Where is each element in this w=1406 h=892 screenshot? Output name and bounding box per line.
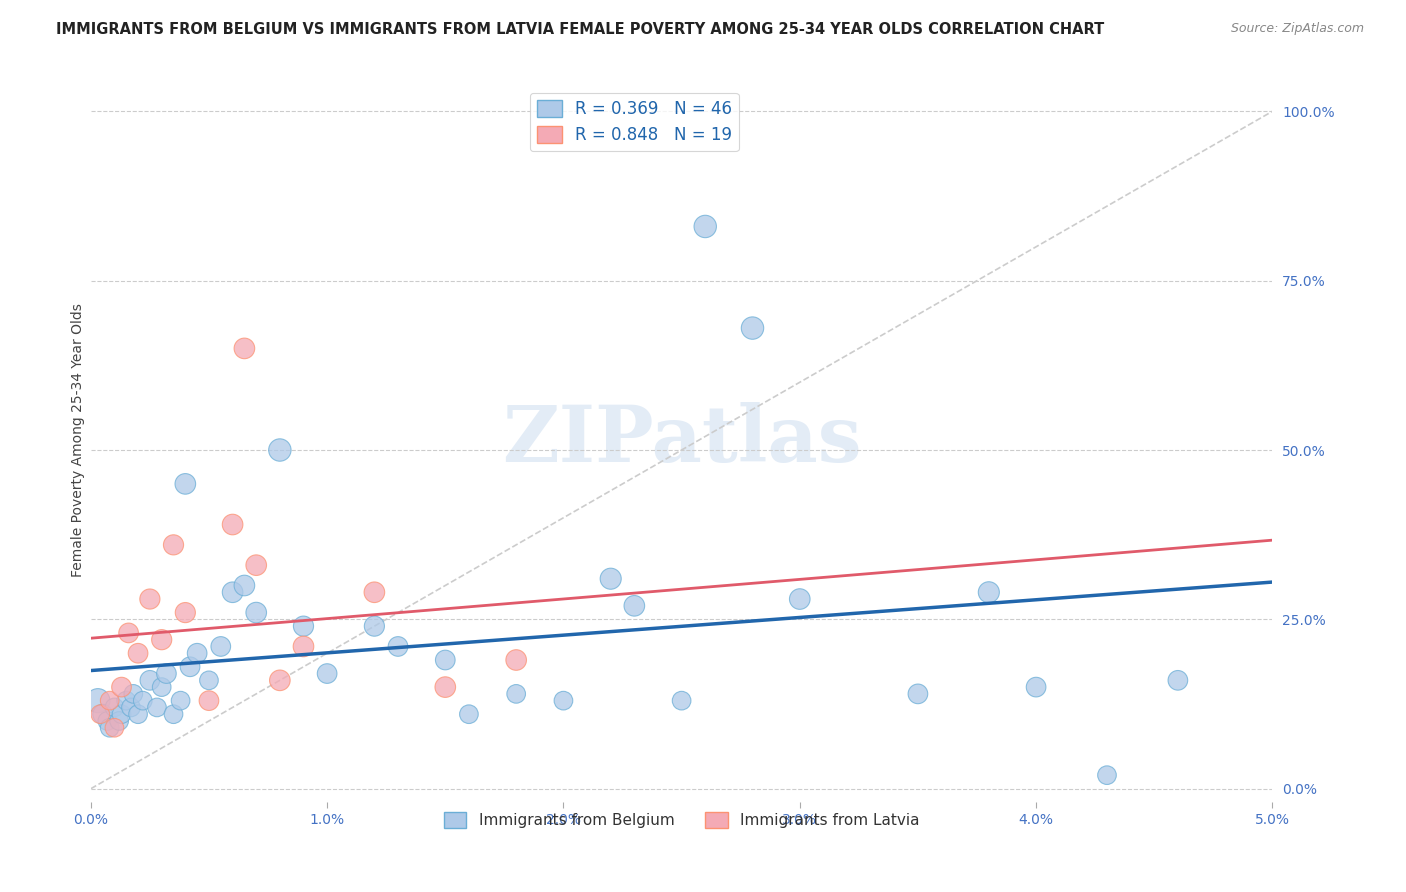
- Point: [695, 219, 717, 234]
- Point: [127, 646, 149, 660]
- Text: ZIPatlas: ZIPatlas: [502, 402, 862, 478]
- Point: [245, 606, 267, 620]
- Point: [103, 721, 125, 735]
- Point: [103, 700, 125, 714]
- Point: [599, 572, 621, 586]
- Point: [316, 666, 339, 681]
- Point: [98, 721, 121, 735]
- Point: [139, 673, 162, 688]
- Point: [108, 714, 131, 728]
- Point: [1095, 768, 1118, 782]
- Point: [434, 680, 457, 694]
- Point: [623, 599, 645, 613]
- Point: [87, 693, 110, 707]
- Point: [198, 673, 221, 688]
- Point: [245, 558, 267, 573]
- Point: [91, 707, 114, 722]
- Point: [110, 680, 132, 694]
- Point: [434, 653, 457, 667]
- Point: [505, 687, 527, 701]
- Point: [292, 640, 315, 654]
- Point: [115, 693, 138, 707]
- Point: [977, 585, 1000, 599]
- Legend: Immigrants from Belgium, Immigrants from Latvia: Immigrants from Belgium, Immigrants from…: [437, 806, 925, 835]
- Point: [127, 707, 149, 722]
- Point: [139, 592, 162, 607]
- Point: [120, 700, 142, 714]
- Point: [162, 538, 184, 552]
- Point: [292, 619, 315, 633]
- Point: [96, 714, 118, 728]
- Point: [122, 687, 145, 701]
- Point: [505, 653, 527, 667]
- Text: IMMIGRANTS FROM BELGIUM VS IMMIGRANTS FROM LATVIA FEMALE POVERTY AMONG 25-34 YEA: IMMIGRANTS FROM BELGIUM VS IMMIGRANTS FR…: [56, 22, 1105, 37]
- Point: [269, 673, 291, 688]
- Point: [789, 592, 811, 607]
- Point: [179, 660, 201, 674]
- Point: [110, 707, 132, 722]
- Point: [387, 640, 409, 654]
- Y-axis label: Female Poverty Among 25-34 Year Olds: Female Poverty Among 25-34 Year Olds: [72, 303, 86, 577]
- Point: [169, 693, 191, 707]
- Point: [146, 700, 169, 714]
- Point: [209, 640, 232, 654]
- Point: [741, 321, 763, 335]
- Point: [186, 646, 208, 660]
- Text: Source: ZipAtlas.com: Source: ZipAtlas.com: [1230, 22, 1364, 36]
- Point: [363, 585, 385, 599]
- Point: [363, 619, 385, 633]
- Point: [458, 707, 481, 722]
- Point: [233, 342, 256, 356]
- Point: [269, 442, 291, 457]
- Point: [221, 585, 243, 599]
- Point: [174, 476, 197, 491]
- Point: [553, 693, 575, 707]
- Point: [98, 693, 121, 707]
- Point: [174, 606, 197, 620]
- Point: [907, 687, 929, 701]
- Point: [671, 693, 693, 707]
- Point: [198, 693, 221, 707]
- Point: [150, 680, 173, 694]
- Point: [155, 666, 177, 681]
- Point: [221, 517, 243, 532]
- Point: [150, 632, 173, 647]
- Point: [162, 707, 184, 722]
- Point: [117, 626, 139, 640]
- Point: [1167, 673, 1189, 688]
- Point: [89, 707, 111, 722]
- Point: [132, 693, 155, 707]
- Point: [1025, 680, 1047, 694]
- Point: [233, 578, 256, 592]
